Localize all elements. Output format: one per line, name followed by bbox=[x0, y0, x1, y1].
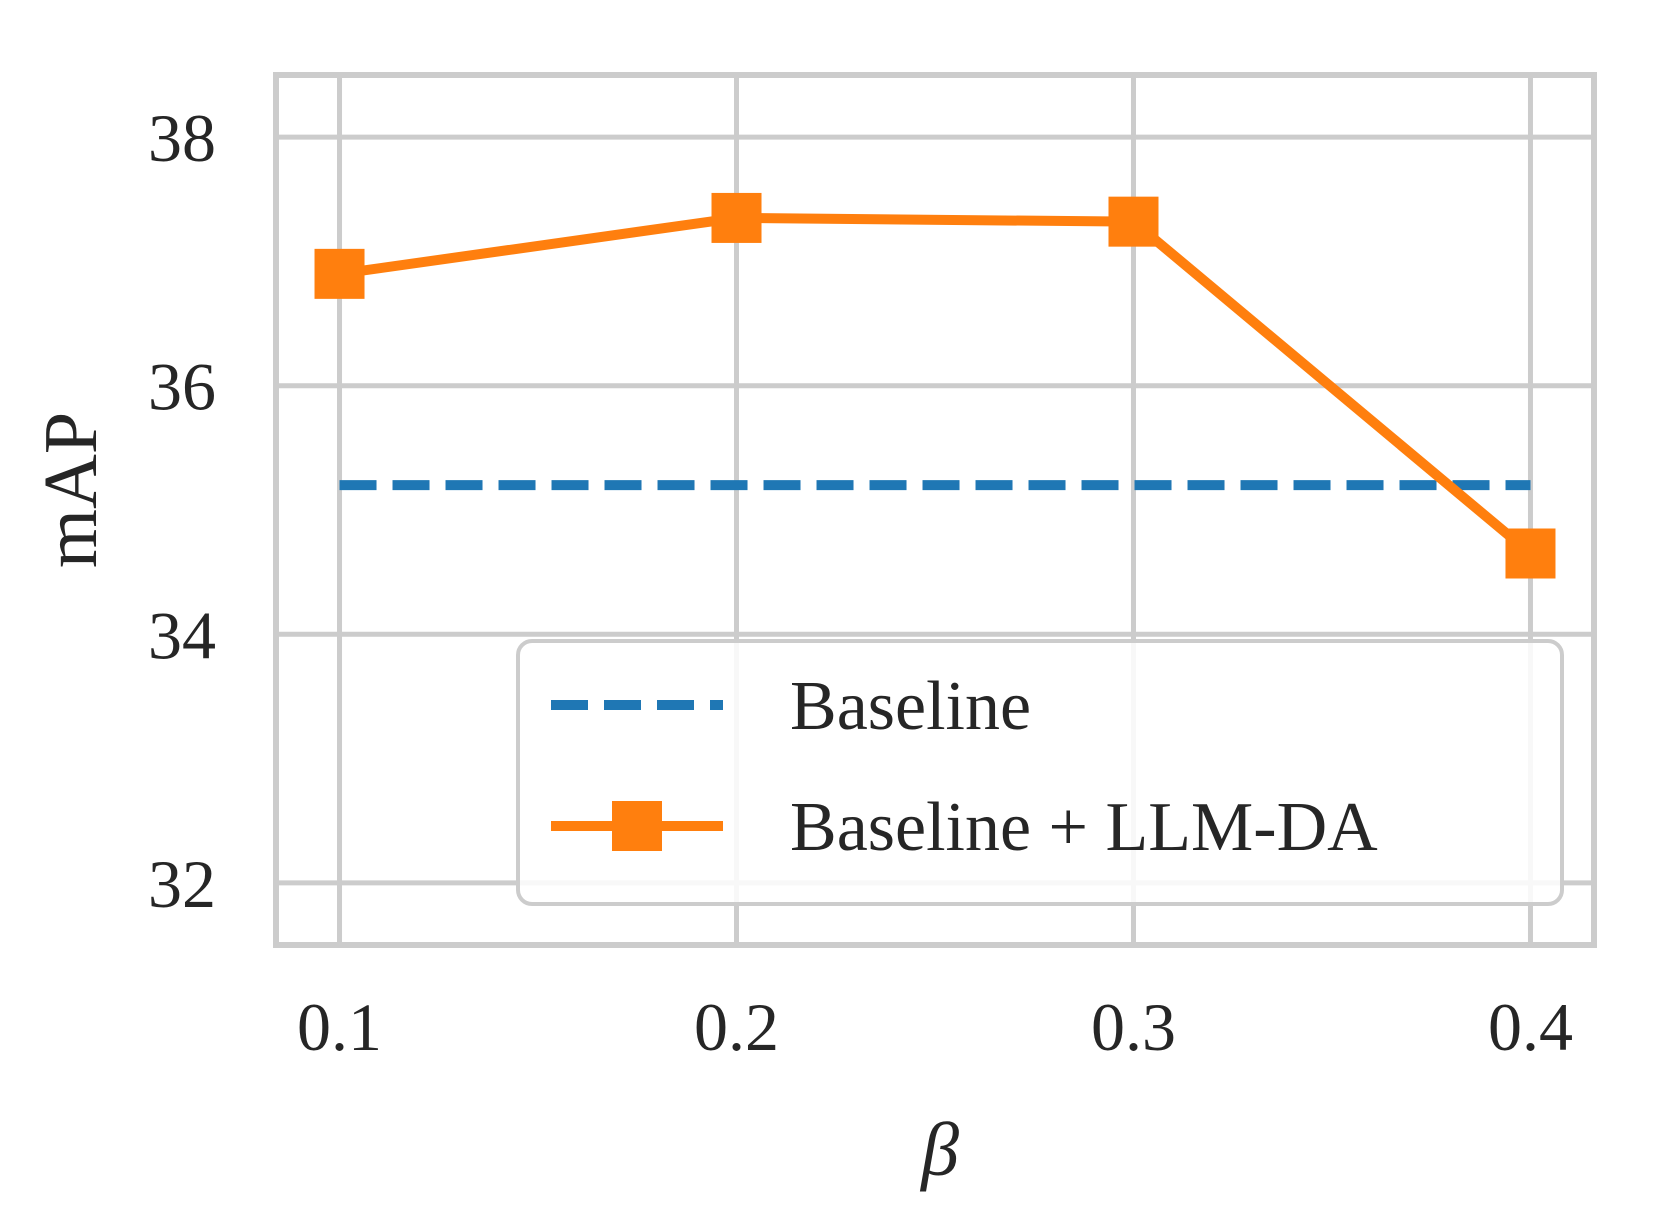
legend-label-0: Baseline bbox=[790, 668, 1031, 745]
y-tick-label-0: 32 bbox=[148, 846, 216, 922]
series-1-point-2 bbox=[1108, 196, 1159, 247]
legend-box bbox=[516, 639, 1564, 906]
y-axis-label: mAP bbox=[29, 412, 113, 568]
legend-label-1: Baseline + LLM-DA bbox=[790, 789, 1378, 866]
plot-frame bbox=[273, 72, 1597, 948]
series-line-1 bbox=[338, 212, 1534, 558]
series-1-point-3 bbox=[1505, 528, 1556, 579]
legend: Baseline Baseline + LLM-DA bbox=[516, 639, 1564, 906]
series-1-point-0 bbox=[314, 248, 365, 299]
x-tick-label-3: 0.4 bbox=[1488, 989, 1573, 1065]
x-tick-label-2: 0.3 bbox=[1091, 989, 1176, 1065]
y-tick-labels: 32 34 36 38 bbox=[148, 100, 216, 922]
x-tick-labels: 0.1 0.2 0.3 0.4 bbox=[297, 989, 1573, 1065]
x-tick-label-1: 0.2 bbox=[694, 989, 779, 1065]
x-tick-label-0: 0.1 bbox=[297, 989, 382, 1065]
legend-marker-1 bbox=[612, 801, 662, 851]
y-tick-label-3: 38 bbox=[148, 100, 216, 176]
y-tick-label-2: 36 bbox=[148, 349, 216, 425]
y-tick-label-1: 34 bbox=[148, 597, 216, 673]
series-1-point-1 bbox=[711, 192, 762, 243]
series-layer bbox=[314, 192, 1556, 579]
x-axis-label: β bbox=[919, 1108, 959, 1192]
